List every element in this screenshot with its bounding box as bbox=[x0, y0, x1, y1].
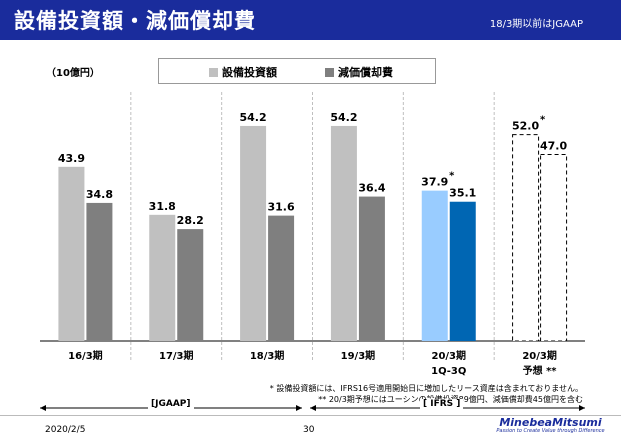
page-title: 設備投資額・減価償却費 bbox=[14, 9, 256, 33]
x-tick-label: 18/3期 bbox=[250, 349, 285, 362]
bar-chart: 43.9 34.8 16/3期 31.828.2 17/3期 54.2 31.6 18/3期 5… bbox=[40, 92, 585, 377]
x-tick-sublabel: 1Q-3Q bbox=[431, 366, 466, 377]
bar-capex bbox=[421, 190, 448, 341]
data-label: 35.1 bbox=[449, 187, 476, 200]
footer-rule bbox=[0, 415, 621, 416]
bar-depreciation bbox=[268, 215, 295, 341]
footer-date: 2020/2/5 bbox=[45, 425, 86, 435]
data-label: 52.0 bbox=[512, 120, 539, 133]
x-tick-label: 19/3期 bbox=[341, 349, 376, 362]
logo-text: MinebeaMitsumi bbox=[499, 416, 602, 429]
bar-depreciation bbox=[540, 154, 568, 342]
footnote-1: * 設備投資額には、IFRS16号適用開始日に増加したリース資産は含まれておりま… bbox=[269, 384, 583, 393]
period-jgaap: [JGAAP] bbox=[148, 399, 194, 409]
bar-capex bbox=[58, 166, 85, 341]
chart-legend: 設備投資額 減価償却費 bbox=[158, 58, 436, 84]
data-label: 36.4 bbox=[358, 182, 385, 195]
data-label: 43.9 bbox=[58, 152, 85, 165]
data-label: 31.8 bbox=[149, 200, 176, 213]
bar-depreciation bbox=[449, 201, 476, 341]
bar-depreciation bbox=[177, 229, 204, 341]
bar-capex bbox=[330, 125, 357, 341]
x-tick-sublabel: 予想 ** bbox=[523, 364, 558, 377]
data-label: 37.9 bbox=[421, 176, 448, 189]
bar-depreciation bbox=[86, 202, 113, 341]
bar-capex bbox=[149, 214, 176, 341]
page-number: 30 bbox=[303, 425, 315, 435]
jgaap-arrow-left-head bbox=[40, 405, 46, 411]
header-bar: 設備投資額・減価償却費 18/3期以前はJGAAP bbox=[0, 0, 621, 40]
data-label: 54.2 bbox=[330, 111, 357, 124]
legend-item-depreciation: 減価償却費 bbox=[325, 64, 393, 80]
data-label: 54.2 bbox=[240, 111, 267, 124]
bar-capex bbox=[240, 125, 267, 341]
data-label: 47.0 bbox=[540, 140, 567, 153]
legend-swatch-depreciation bbox=[325, 67, 334, 77]
ifrs-arrow-left-head bbox=[310, 405, 316, 411]
jgaap-arrow-right-head bbox=[296, 405, 302, 411]
x-tick-label: 16/3期 bbox=[68, 349, 103, 362]
period-ifrs: [ IFRS ] bbox=[420, 399, 464, 409]
x-tick-label: 20/3期 bbox=[431, 349, 466, 362]
data-label: 31.6 bbox=[268, 201, 295, 214]
bar-depreciation bbox=[358, 196, 385, 341]
legend-item-capex: 設備投資額 bbox=[209, 64, 277, 80]
bar-capex bbox=[512, 134, 540, 342]
data-label: 28.2 bbox=[177, 214, 204, 227]
data-label-marker: * bbox=[449, 171, 455, 182]
x-tick-label: 17/3期 bbox=[159, 349, 194, 362]
legend-swatch-capex bbox=[209, 67, 218, 77]
legend-label-capex: 設備投資額 bbox=[222, 66, 277, 79]
header-note: 18/3期以前はJGAAP bbox=[489, 19, 583, 30]
period-arrows bbox=[40, 405, 585, 411]
logo-tagline: Passion to Create Value through Differen… bbox=[496, 428, 605, 434]
data-label: 34.8 bbox=[86, 188, 113, 201]
legend-label-depreciation: 減価償却費 bbox=[338, 66, 393, 79]
ifrs-arrow-right-head bbox=[579, 405, 585, 411]
company-logo: MinebeaMitsumi Passion to Create Value t… bbox=[483, 417, 618, 434]
data-label-marker: * bbox=[540, 115, 546, 126]
x-tick-label: 20/3期 bbox=[522, 349, 557, 362]
unit-label: （10億円） bbox=[46, 68, 100, 79]
